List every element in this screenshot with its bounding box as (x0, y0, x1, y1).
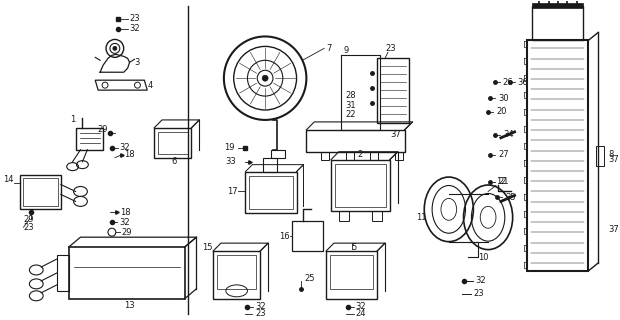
Text: 34: 34 (503, 130, 513, 139)
Text: 8: 8 (608, 150, 613, 159)
Text: 10: 10 (478, 252, 489, 261)
Bar (154, 128, 192, 158)
Circle shape (113, 46, 117, 50)
Bar (395, 152, 402, 160)
Text: 18: 18 (124, 150, 135, 159)
Text: 30: 30 (498, 93, 508, 103)
Bar (213, 251, 260, 299)
Text: 25: 25 (304, 275, 315, 284)
Text: 12: 12 (496, 177, 507, 186)
Text: 32: 32 (120, 143, 130, 152)
Bar (263, 158, 277, 172)
Text: 32: 32 (476, 276, 486, 285)
Bar (246, 172, 296, 213)
Bar (528, 40, 588, 271)
Bar (370, 152, 378, 160)
Text: 18: 18 (120, 208, 130, 217)
Text: 23: 23 (130, 14, 140, 23)
Bar (533, 6, 583, 40)
Bar (339, 211, 348, 221)
Bar (346, 152, 353, 160)
Text: 26: 26 (503, 78, 513, 87)
Bar (335, 164, 386, 207)
Bar (321, 152, 329, 160)
Bar (57, 255, 69, 291)
Text: 27: 27 (498, 150, 508, 159)
Text: 23: 23 (385, 44, 396, 53)
Bar (249, 176, 293, 209)
Text: 19: 19 (224, 143, 235, 152)
Bar (158, 132, 187, 154)
Bar (217, 255, 256, 289)
Text: 32: 32 (355, 302, 366, 311)
Bar (76, 128, 103, 150)
Circle shape (262, 75, 268, 81)
Text: 23: 23 (473, 289, 484, 298)
Bar (596, 146, 604, 166)
Text: 23: 23 (24, 223, 34, 232)
Text: 29: 29 (24, 215, 34, 224)
Text: 17: 17 (227, 187, 237, 196)
Bar (372, 211, 382, 221)
Text: 16: 16 (279, 232, 290, 241)
Bar (271, 150, 285, 158)
Bar (20, 175, 61, 209)
Bar (331, 160, 390, 211)
Text: 21: 21 (498, 177, 508, 186)
Bar (533, 3, 583, 8)
Bar (306, 130, 405, 152)
Text: 29: 29 (97, 125, 108, 134)
Text: 37: 37 (390, 130, 401, 139)
Text: 37: 37 (608, 155, 619, 164)
Bar (69, 247, 185, 299)
Text: 37: 37 (608, 225, 619, 234)
Text: 4: 4 (148, 81, 153, 90)
Text: 35: 35 (505, 193, 515, 202)
Text: 22: 22 (346, 110, 356, 119)
Text: 32: 32 (255, 302, 266, 311)
Text: 6: 6 (171, 157, 177, 166)
Text: 32: 32 (130, 24, 140, 33)
Text: 11: 11 (416, 213, 426, 222)
Text: 24: 24 (355, 309, 366, 318)
Text: 1: 1 (70, 116, 76, 124)
Bar (22, 178, 58, 206)
Text: 36: 36 (518, 78, 528, 87)
Text: 33: 33 (225, 157, 236, 166)
Text: 29: 29 (122, 228, 132, 237)
Text: 14: 14 (3, 175, 14, 184)
Text: 13: 13 (124, 301, 135, 310)
Text: 7: 7 (326, 44, 332, 53)
Text: 23: 23 (255, 309, 266, 318)
Text: 2: 2 (358, 150, 363, 159)
Text: 28: 28 (346, 91, 356, 100)
Bar (326, 251, 377, 299)
Bar (330, 255, 373, 289)
Text: 31: 31 (346, 100, 356, 109)
Text: 32: 32 (120, 218, 130, 227)
Text: 5: 5 (351, 243, 356, 252)
Bar (377, 58, 409, 123)
Text: 9: 9 (343, 46, 349, 55)
Text: 3: 3 (135, 58, 140, 67)
Text: 15: 15 (203, 243, 213, 252)
Text: 20: 20 (496, 108, 507, 116)
